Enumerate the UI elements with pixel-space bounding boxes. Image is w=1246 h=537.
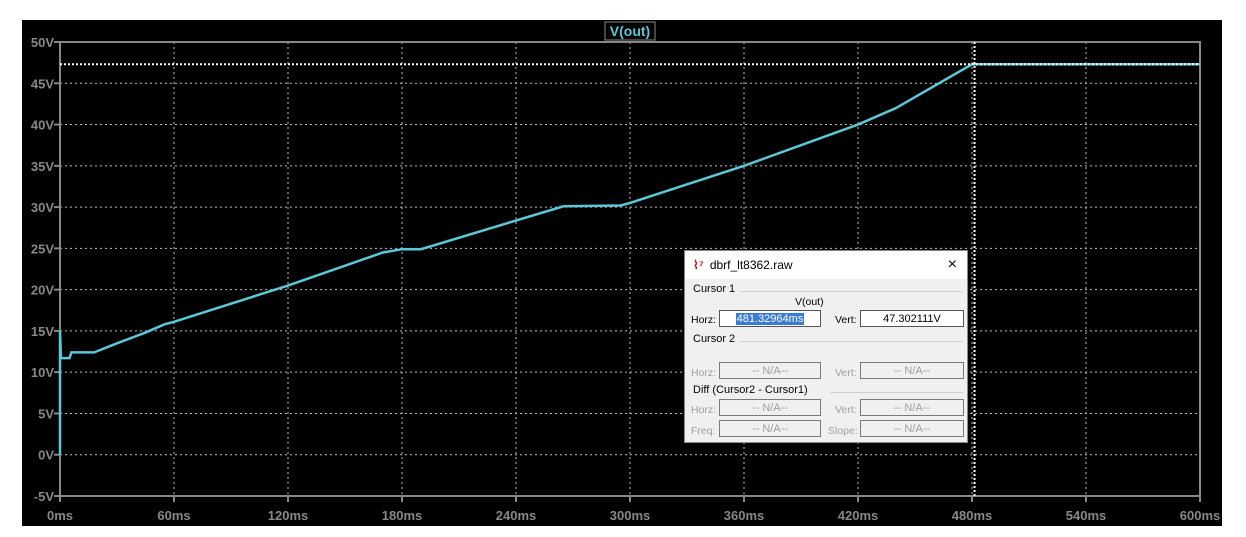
slope-label: Slope: <box>828 425 858 437</box>
cursor-dialog: ⌇⁷ dbrf_lt8362.raw × Cursor 1 V(out) Hor… <box>684 250 968 443</box>
horz-value: 481.32964ms <box>735 313 805 325</box>
y-tick-label: 30V <box>31 200 54 215</box>
c2-vert-label: Vert: <box>835 367 857 379</box>
diff-slope-field[interactable]: -- N/A-- <box>860 420 964 437</box>
y-tick-label: 25V <box>31 241 54 256</box>
x-tick-label: 420ms <box>838 508 878 523</box>
x-tick-label: 120ms <box>268 508 308 523</box>
series-line <box>58 63 1200 455</box>
plot-frame <box>59 41 1201 497</box>
x-tick-label: 0ms <box>47 508 73 523</box>
x-tick-label: 300ms <box>610 508 650 523</box>
dialog-title: dbrf_lt8362.raw <box>709 258 793 272</box>
y-tick-label: 15V <box>31 324 54 339</box>
plot-background <box>22 20 1222 526</box>
horz-label: Horz: <box>691 314 717 326</box>
cursor1-vert-field[interactable]: 47.302111V <box>860 310 964 327</box>
x-tick-label: 180ms <box>382 508 422 523</box>
cursor2-horz-field[interactable]: -- N/A-- <box>719 362 821 379</box>
y-tick-label: -5V <box>34 489 55 504</box>
diff-label: Diff (Cursor2 - Cursor1) <box>693 384 808 396</box>
x-tick-label: 600ms <box>1180 508 1220 523</box>
diff-vert-label: Vert: <box>835 404 857 416</box>
y-tick-label: 50V <box>31 35 54 50</box>
dialog-titlebar[interactable]: ⌇⁷ dbrf_lt8362.raw × <box>685 251 967 279</box>
c2-horz-label: Horz: <box>691 367 717 379</box>
x-tick-label: 540ms <box>1066 508 1106 523</box>
waveform-app-icon: ⌇⁷ <box>693 258 704 272</box>
y-tick-label: 20V <box>31 283 54 298</box>
diff-horz-label: Horz: <box>691 404 717 416</box>
cursor1-horz-field[interactable]: 481.32964ms <box>719 310 821 327</box>
diff-freq-field[interactable]: -- N/A-- <box>719 420 821 437</box>
trace-title-box <box>604 21 656 41</box>
vert-label: Vert: <box>835 314 857 326</box>
y-tick-label: 45V <box>31 76 54 91</box>
y-tick-label: 40V <box>31 118 54 133</box>
close-icon[interactable]: × <box>947 256 957 273</box>
y-tick-label: 35V <box>31 159 54 174</box>
diff-vert-field[interactable]: -- N/A-- <box>860 399 964 416</box>
cursor1-label: Cursor 1 <box>693 283 736 295</box>
diff-horz-field[interactable]: -- N/A-- <box>719 399 821 416</box>
x-tick-label: 360ms <box>724 508 764 523</box>
cursor2-vert-field[interactable]: -- N/A-- <box>860 362 964 379</box>
x-tick-label: 480ms <box>952 508 992 523</box>
x-tick-label: 240ms <box>496 508 536 523</box>
y-tick-label: 10V <box>31 365 54 380</box>
waveform-plot[interactable]: 0ms 60ms 120ms 180ms 240ms 300ms 360ms 420ms 480… <box>22 20 1222 526</box>
cursor2-label: Cursor 2 <box>693 333 736 345</box>
freq-label: Freq: <box>691 425 716 437</box>
y-tick-label: 0V <box>38 448 54 463</box>
y-tick-label: 5V <box>38 406 54 421</box>
trace-name: V(out) <box>795 296 824 308</box>
x-tick-label: 60ms <box>157 508 190 523</box>
trace-title: V(out) <box>610 23 650 39</box>
